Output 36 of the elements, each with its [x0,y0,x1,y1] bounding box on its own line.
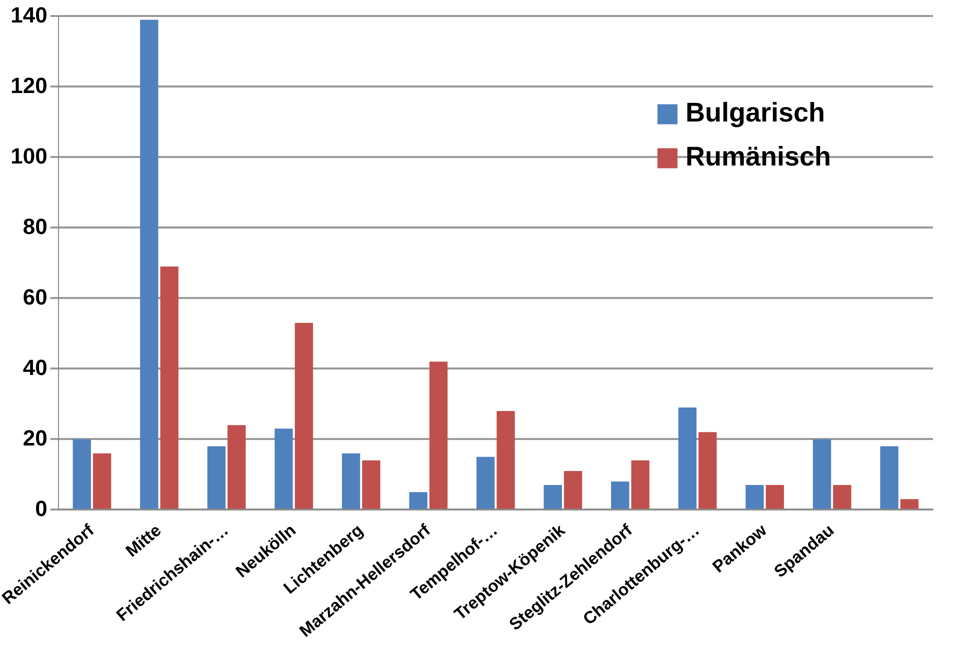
bar [900,499,919,509]
bar [631,460,650,509]
bar [698,432,717,509]
bar [476,456,495,509]
bar [228,425,246,509]
legend-label: Rumänisch [685,142,832,172]
bar [294,322,313,509]
bar [362,460,380,509]
legend-label: Bulgarisch [685,98,826,128]
y-tick-label: 80 [22,214,48,239]
bar [746,485,764,509]
bar [160,266,178,509]
y-tick-label: 140 [10,2,48,28]
bar [342,453,360,509]
y-tick-label: 0 [35,496,48,521]
bar [544,485,562,509]
bar [564,470,582,509]
bar [207,446,226,509]
bar [678,407,697,509]
bar [611,482,630,509]
y-tick-label: 60 [22,284,48,310]
bar [496,411,515,509]
y-tick-label: 20 [22,425,48,450]
bar [880,446,898,509]
bar [429,362,448,509]
bar [140,20,158,509]
bar [72,439,91,509]
bar [409,492,428,509]
y-tick-label: 120 [10,72,48,98]
y-tick-label: 100 [10,143,48,168]
bar [92,453,112,509]
y-tick-label: 40 [22,354,48,380]
bar [274,428,293,509]
bar [766,485,784,509]
bar [812,439,832,509]
bar [833,485,852,509]
